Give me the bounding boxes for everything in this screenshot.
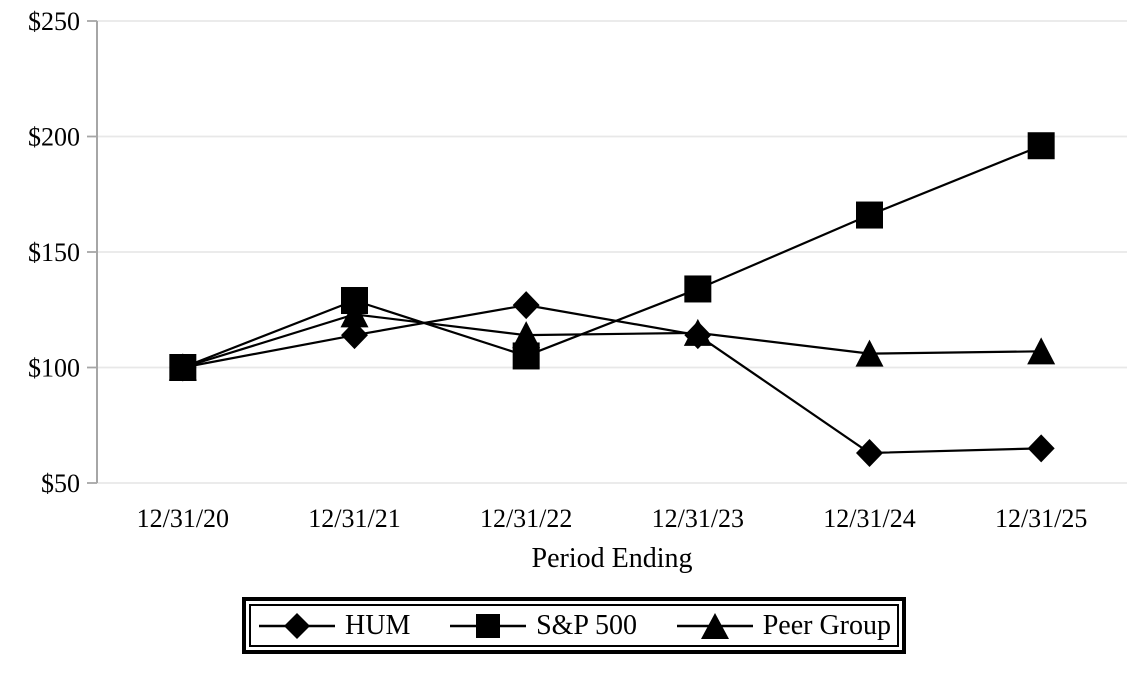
series-hum-point-5 [1027, 434, 1055, 463]
series-peer-group-point-2 [512, 321, 541, 349]
y-axis-label-50: $50 [41, 469, 80, 498]
series-line-peer-group [182, 313, 1042, 369]
x-axis-label-3: 12/31/23 [652, 504, 744, 533]
y-axis-label-250: $250 [28, 7, 80, 36]
series-hum-point-4 [856, 438, 883, 467]
x-axis-label-4: 12/31/24 [823, 504, 915, 533]
legend-inner-border: HUM S&P 500 Peer Group [249, 604, 899, 647]
series-peer-group-point-5 [1027, 337, 1056, 365]
x-axis-label-5: 12/31/25 [995, 504, 1087, 533]
legend-item-hum: HUM [257, 610, 410, 642]
series-peer-group-point-4 [855, 339, 884, 367]
series-hum-point-2 [512, 291, 540, 320]
legend-label-sp500: S&P 500 [536, 609, 637, 641]
legend: HUM S&P 500 Peer Group [242, 597, 906, 654]
series-line-hum [182, 304, 1042, 455]
series-peer-group-point-3 [683, 318, 712, 346]
legend-label-peer-group: Peer Group [762, 609, 891, 641]
x-axis-label-0: 12/31/20 [137, 504, 229, 533]
series-hum-point-1 [341, 321, 368, 350]
series-s-p-500-point-5 [1027, 132, 1055, 160]
x-axis-label-1: 12/31/21 [308, 504, 400, 533]
series-peer-group-point-1 [340, 300, 369, 328]
series-s-p-500-point-4 [856, 201, 883, 229]
x-axis-title: Period Ending [531, 543, 693, 574]
legend-label-hum: HUM [345, 609, 411, 641]
y-axis-label-100: $100 [28, 354, 80, 383]
y-axis-label-150: $150 [28, 238, 80, 267]
x-axis-label-2: 12/31/22 [480, 504, 572, 533]
y-axis-label-200: $200 [28, 123, 80, 152]
legend-item-sp500: S&P 500 [448, 610, 637, 642]
series-line-s-p-500 [182, 144, 1042, 369]
legend-item-peer-group: Peer Group [675, 610, 891, 642]
series-peer-group-point-0 [168, 353, 197, 381]
square-marker-icon [450, 613, 527, 638]
series-s-p-500-point-3 [684, 275, 712, 303]
diamond-marker-icon [259, 612, 335, 639]
triangle-marker-icon [676, 612, 753, 639]
